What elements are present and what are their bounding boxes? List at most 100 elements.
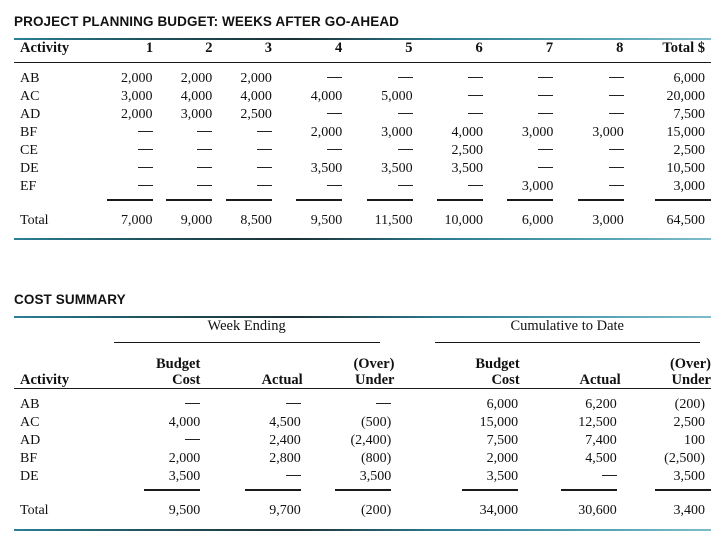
cost-summary-bottom-rule	[14, 529, 711, 531]
empty-dash	[185, 403, 201, 405]
header-week-budget-line2: Cost	[172, 372, 201, 388]
header-cum-budget-line1: Budget	[475, 356, 520, 372]
empty-dash	[608, 185, 624, 187]
budget-cell-week-8	[553, 88, 624, 106]
empty-dash	[327, 77, 343, 79]
cost-cell-cum-over-under: (200)	[674, 397, 705, 412]
cost-cell-cum-actual	[518, 468, 617, 486]
budget-col-activity: Activity	[20, 40, 70, 56]
empty-dash	[327, 185, 343, 187]
budget-cell-week-8	[553, 106, 624, 124]
budget-cell-week-6	[413, 88, 483, 106]
empty-dash	[397, 77, 413, 79]
subtotal-rule-week-5	[342, 196, 413, 204]
budget-cell-week-5	[342, 178, 413, 196]
empty-dash	[197, 131, 213, 133]
cost-summary-header-rule	[14, 388, 711, 389]
header-cum-over-line2: Under	[671, 372, 711, 388]
cost-cell-cum-over-under: 100	[684, 433, 705, 448]
header-week-actual-line1	[200, 356, 302, 372]
cost-cell-cum-budget: 3,500	[486, 469, 519, 484]
cost-cell-cum-actual: 12,500	[578, 415, 617, 430]
group-underline-row	[14, 339, 711, 346]
budget-cell-week-5: 3,000	[381, 125, 413, 140]
budget-cell-week-4	[272, 178, 343, 196]
budget-cell-week-2: 2,000	[180, 71, 213, 86]
cost-cell-week-actual: 4,500	[269, 415, 301, 430]
budget-cell-week-1: 2,000	[121, 71, 153, 86]
cost-cell-cum-actual: 4,500	[585, 451, 617, 466]
cost-row-activity: AD	[20, 433, 41, 448]
cost-cell-week-over-under: (2,400)	[350, 433, 392, 448]
group-underline-gap-row	[14, 346, 711, 356]
budget-cell-week-3: 2,500	[240, 107, 272, 122]
budget-total-week-8: 3,000	[592, 213, 624, 228]
cost-total-row: Total 9,500 9,700 (200) 34,000 30,600 3,400	[14, 494, 711, 520]
empty-dash	[467, 185, 483, 187]
cost-cell-week-over-under	[301, 396, 392, 414]
budget-cell-week-2: 3,000	[180, 107, 213, 122]
header-cum-actual-line1	[520, 356, 621, 372]
budget-header-gap	[14, 63, 711, 70]
table-row: AC 4,000 4,500 (500) 15,000 12,500 2,500	[14, 414, 711, 432]
cost-cell-week-budget: 4,000	[168, 415, 201, 430]
budget-cell-week-1	[93, 124, 153, 142]
subtotal-rule-spacer	[14, 196, 93, 204]
empty-dash	[397, 113, 413, 115]
cost-cell-week-over-under: 3,500	[359, 469, 392, 484]
budget-cell-week-4	[272, 106, 343, 124]
empty-dash	[137, 167, 153, 169]
budget-cell-week-2	[153, 160, 213, 178]
budget-cell-week-1	[93, 178, 153, 196]
cost-summary-top-rule	[14, 316, 711, 318]
cost-total-gap	[391, 494, 424, 520]
empty-dash	[397, 149, 413, 151]
cost-cell-week-budget	[101, 396, 201, 414]
budget-cell-week-7	[483, 160, 554, 178]
group-header-cumulative: Cumulative to Date	[510, 318, 624, 334]
cost-summary-body-wrap: AB 6,000 6,200 (200) AC 4,000 4,500 (500) 15,000…	[14, 396, 711, 520]
header-cum-budget-line2: Cost	[491, 372, 520, 388]
budget-cell-week-6: 2,500	[451, 143, 483, 158]
budget-total-row: Total 7,000 9,000 8,500 9,500 11,500 10,000 6,0…	[14, 204, 711, 230]
header-activity: Activity	[20, 372, 70, 388]
header-cum-over-under: (Over) Under	[621, 356, 711, 388]
subtotal-rule-week-3	[212, 196, 272, 204]
budget-cell-week-5	[342, 70, 413, 88]
header-week-over-line1: (Over)	[353, 356, 395, 372]
header-week-actual: Actual	[200, 356, 303, 388]
empty-dash	[327, 113, 343, 115]
budget-col-week-8: 8	[616, 40, 624, 56]
budget-cell-week-7	[483, 70, 554, 88]
cost-cell-cum-over-under: 3,500	[673, 469, 706, 484]
subtotal-rule-total	[624, 196, 711, 204]
budget-cell-week-6	[413, 70, 483, 88]
cost-total-week-over-under: (200)	[360, 503, 392, 518]
cost-cell-week-over-under: (800)	[360, 451, 392, 466]
empty-dash	[256, 149, 272, 151]
empty-dash	[538, 149, 554, 151]
header-cum-over-line1: (Over)	[669, 356, 711, 372]
cost-cell-gap	[391, 468, 424, 486]
budget-cell-week-3	[212, 124, 272, 142]
cost-cell-cum-budget: 2,000	[486, 451, 519, 466]
empty-dash	[467, 95, 483, 97]
budget-col-week-3: 3	[264, 40, 272, 56]
cost-subtotal-rule-week-budget	[101, 486, 201, 494]
cost-cell-week-over-under: (500)	[360, 415, 392, 430]
budget-row-activity: AC	[20, 89, 40, 104]
budget-cell-week-7	[483, 142, 554, 160]
table-row: AB 2,000 2,000 2,000 6,000	[14, 70, 711, 88]
cost-cell-cum-over-under: 2,500	[673, 415, 706, 430]
gap-cell	[14, 346, 711, 356]
cost-row-activity: BF	[20, 451, 38, 466]
cost-summary-head: Week Ending Cumulative to Date Activity …	[14, 318, 711, 388]
header-week-budget-line1: Budget	[155, 356, 201, 372]
table-row: AD 2,400 (2,400) 7,500 7,400 100	[14, 432, 711, 450]
budget-cell-week-6: 3,500	[451, 161, 483, 176]
budget-total-week-1: 7,000	[121, 213, 153, 228]
empty-dash	[608, 113, 624, 115]
budget-row-activity: EF	[20, 179, 37, 194]
budget-row-activity: DE	[20, 161, 39, 176]
budget-col-week-6: 6	[475, 40, 483, 56]
